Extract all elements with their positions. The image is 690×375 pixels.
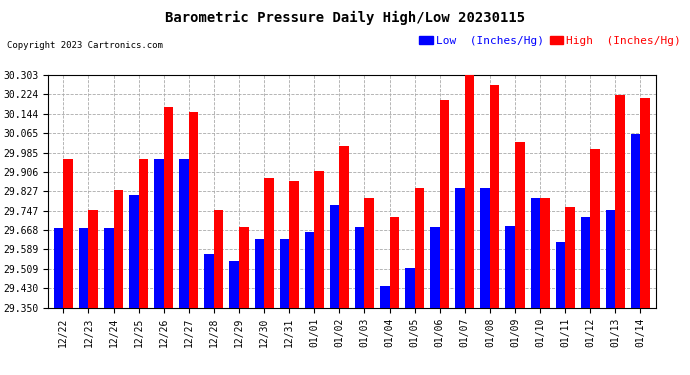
Bar [289,181,299,308]
Bar [314,171,324,308]
Bar [279,239,289,308]
Bar [164,108,173,307]
Bar [364,198,374,308]
Bar [606,210,615,308]
Bar [405,268,415,308]
Bar [179,159,189,308]
Bar [465,73,474,308]
Bar [515,142,524,308]
Bar [440,100,449,308]
Bar [540,198,550,308]
Bar [490,86,500,308]
Bar [264,178,274,308]
Bar [480,188,490,308]
Bar [640,98,650,308]
Bar [305,232,314,308]
Bar [255,239,264,308]
Bar [565,207,575,308]
Bar [129,195,139,308]
Bar [88,210,98,308]
Bar [555,242,565,308]
Bar [139,159,148,308]
Legend: Low  (Inches/Hg), High  (Inches/Hg): Low (Inches/Hg), High (Inches/Hg) [420,36,681,45]
Bar [63,159,73,308]
Bar [455,188,465,308]
Bar [415,188,424,308]
Bar [54,228,63,308]
Bar [154,159,164,308]
Text: Barometric Pressure Daily High/Low 20230115: Barometric Pressure Daily High/Low 20230… [165,11,525,26]
Bar [506,226,515,308]
Bar [189,112,198,308]
Bar [204,254,214,308]
Bar [615,95,625,308]
Bar [531,198,540,308]
Bar [581,217,590,308]
Bar [390,217,399,308]
Bar [430,227,440,308]
Text: Copyright 2023 Cartronics.com: Copyright 2023 Cartronics.com [7,41,163,50]
Bar [114,190,123,308]
Bar [230,261,239,308]
Bar [239,227,248,308]
Bar [355,227,364,308]
Bar [214,210,224,308]
Bar [104,228,114,308]
Bar [79,228,88,308]
Bar [590,149,600,308]
Bar [380,285,390,308]
Bar [330,205,339,308]
Bar [339,147,349,308]
Bar [631,134,640,308]
